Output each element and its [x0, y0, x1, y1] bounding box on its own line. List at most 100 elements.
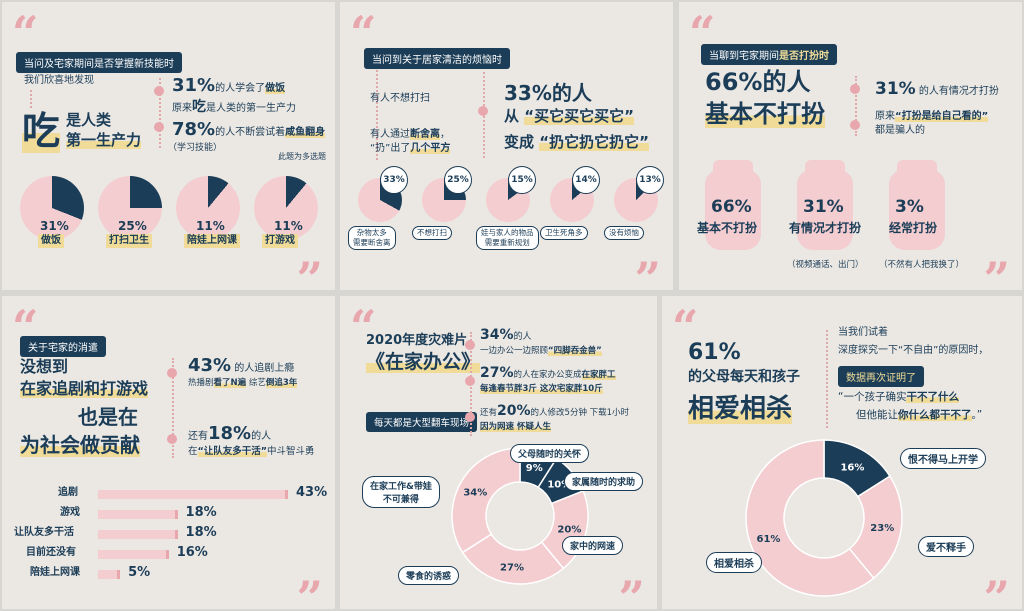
donut-pct-0: 16% [840, 462, 864, 473]
pie-label-3: 打游戏 [262, 234, 298, 248]
title2: 《在家办公》 [366, 351, 481, 373]
donut-label-3: 零食的诱惑 [398, 566, 460, 585]
panel-dressup: “ 当聊到宅家期间是否打扮时 66%的人 基本不打扮 31% 的人有情况才打扮 … [679, 2, 1022, 290]
jar-sub-2: （不然有人把我换了） [879, 260, 965, 270]
pie-pct-1: 25% [118, 219, 147, 233]
jar-0 [705, 160, 761, 250]
jar-pct-1: 31% [803, 197, 844, 217]
pie-pct-2: 15% [508, 166, 536, 194]
pie-pct-3: 11% [274, 219, 303, 233]
pie-2 [176, 176, 240, 240]
quote-close-icon: ” [634, 252, 661, 290]
pie-pct-0: 31% [40, 219, 69, 233]
bar-label-0: 追剧 [58, 487, 78, 498]
donut-label-2: 家中的网速 [562, 536, 624, 555]
donut-label-1: 爱不释手 [918, 536, 974, 557]
b1: 27%的人在家办公变成在家胖工 [480, 365, 616, 381]
stat3: 都是骗人的 [875, 125, 925, 136]
jar-pct-2: 3% [895, 197, 924, 217]
head3: 也是在 [78, 405, 138, 429]
bar-label-4: 陪娃上网课 [30, 567, 80, 578]
jar-2 [889, 160, 945, 250]
big-parents: 的父母每天和孩子 [688, 369, 800, 385]
panel-pill: 每天都是大型翻车现场 [366, 412, 478, 432]
quote-close-icon: ” [983, 252, 1010, 290]
bar-label-3: 目前还没有 [26, 547, 76, 558]
jar-label-0: 基本不打扮 [697, 221, 758, 235]
pie-0 [20, 176, 84, 240]
panel-pill: 当问及宅家期间是否掌握新技能时 [16, 52, 182, 73]
quote-close-icon: ” [296, 252, 323, 290]
bar-pct-4: 5% [128, 565, 151, 580]
donut-label-4: 在家工作&带娃 不可兼得 [362, 476, 440, 508]
donut-label-0: 恨不得马上开学 [900, 448, 986, 469]
stat1: 31% 的人有情况才打扮 [875, 79, 999, 99]
r3: “一个孩子确实干不了什么 [838, 391, 959, 403]
line3: “扔”出了几个平方 [370, 143, 451, 154]
panel-leisure: “ 关于宅家的消遣 没想到 在家追剧和打游戏 也是在 为社会做贡献 43% 的人… [2, 296, 335, 609]
big-from: 从 “买它买它买它” [504, 107, 634, 125]
panel-pill: 当聊到宅家期间是否打扮时 [701, 44, 837, 65]
pie-label-4: 没有烦恼 [604, 226, 644, 241]
bar-0 [98, 490, 288, 499]
stat2: 原来吃是人类的第一生产力 [172, 99, 296, 115]
donut-pct-2: 61% [757, 534, 781, 545]
big-66: 66%的人 [705, 68, 811, 96]
jar-pct-0: 66% [711, 197, 752, 217]
r1: 当我们试着 [838, 327, 888, 338]
donut-pct-4: 34% [463, 487, 487, 498]
r2: 深度探究一下“不自由”的原因时， [838, 345, 989, 356]
wfh-donut-chart: 9% 10% 20% 27% 34% [451, 447, 589, 585]
quote-open-icon: “ [672, 300, 699, 354]
stat4: 在“让队友多干活”中斗智斗勇 [188, 446, 315, 457]
donut-pct-2: 20% [557, 525, 581, 536]
big-33: 33%的人 [504, 81, 592, 105]
pie-label-2: 陪娃上网课 [184, 234, 240, 248]
head4: 为社会做贡献 [20, 433, 140, 457]
jar-1 [797, 160, 853, 250]
pie-pct-0: 33% [380, 166, 408, 194]
bar-pct-2: 18% [185, 525, 217, 540]
donut-slice-2 [745, 439, 875, 597]
pie-pct-2: 11% [196, 219, 225, 233]
big-sub2: 第一生产力 [66, 131, 142, 149]
donut-slice-1 [848, 475, 903, 580]
bar-1 [98, 510, 178, 519]
line1: 有人不想打扫 [370, 93, 430, 104]
c2: 因为网速 怀疑人生 [480, 422, 551, 432]
donut-pct-1: 23% [870, 523, 894, 534]
bar-pct-3: 16% [176, 545, 208, 560]
pie-3 [254, 176, 318, 240]
parents-donut-chart: 16% 23% 61% [745, 439, 903, 597]
found-text: 我们欣喜地发现 [24, 75, 94, 86]
panel-cleaning: “ 当问到关于居家清洁的烦恼时 有人不想打扫 有人通过断舍离， “扔”出了几个平… [340, 2, 673, 290]
pie-pct-4: 13% [636, 166, 664, 194]
big-eat: 吃 [22, 109, 61, 153]
pie-label-3: 卫生死角多 [540, 226, 588, 241]
donut-slice-4 [451, 447, 521, 554]
pie-pct-3: 14% [572, 166, 600, 194]
stat4: （学习技能） [168, 143, 223, 153]
donut-label-0: 父母随时的关怀 [510, 444, 590, 463]
panel-pill: 数据再次证明了 [838, 366, 924, 387]
bar-pct-1: 18% [185, 505, 217, 520]
stat3: 78%的人不断尝试着咸鱼翻身 [172, 119, 326, 140]
big-no-dress: 基本不打扮 [705, 100, 825, 128]
pie-label-1: 打扫卫生 [106, 234, 152, 248]
panel-wfh: “ 2020年度灾难片 《在家办公》 每天都是大型翻车现场 34%的人 一边办公… [340, 296, 657, 609]
head1: 没想到 [20, 357, 69, 376]
b2: 每逢春节胖3斤 这次宅家胖10斤 [480, 384, 603, 394]
stat2: 热播剧看了N遍 综艺倒追3年 [188, 378, 298, 388]
panel-pill: 关于宅家的消遣 [20, 336, 106, 357]
jar-label-1: 有情况才打扮 [789, 221, 862, 235]
bar-4 [98, 570, 121, 579]
pie-pct-1: 25% [444, 166, 472, 194]
r4: 但他能让你什么都干不了。” [856, 409, 983, 421]
bar-label-1: 游戏 [60, 507, 80, 518]
quote-open-icon: “ [350, 300, 377, 354]
pie-label-1: 不想打扫 [412, 226, 452, 241]
donut-pct-1: 10% [547, 479, 571, 490]
quote-close-icon: ” [296, 571, 323, 609]
stat1: 43% 的人追剧上瘾 [188, 355, 295, 376]
pie-label-0: 做饭 [38, 234, 64, 248]
